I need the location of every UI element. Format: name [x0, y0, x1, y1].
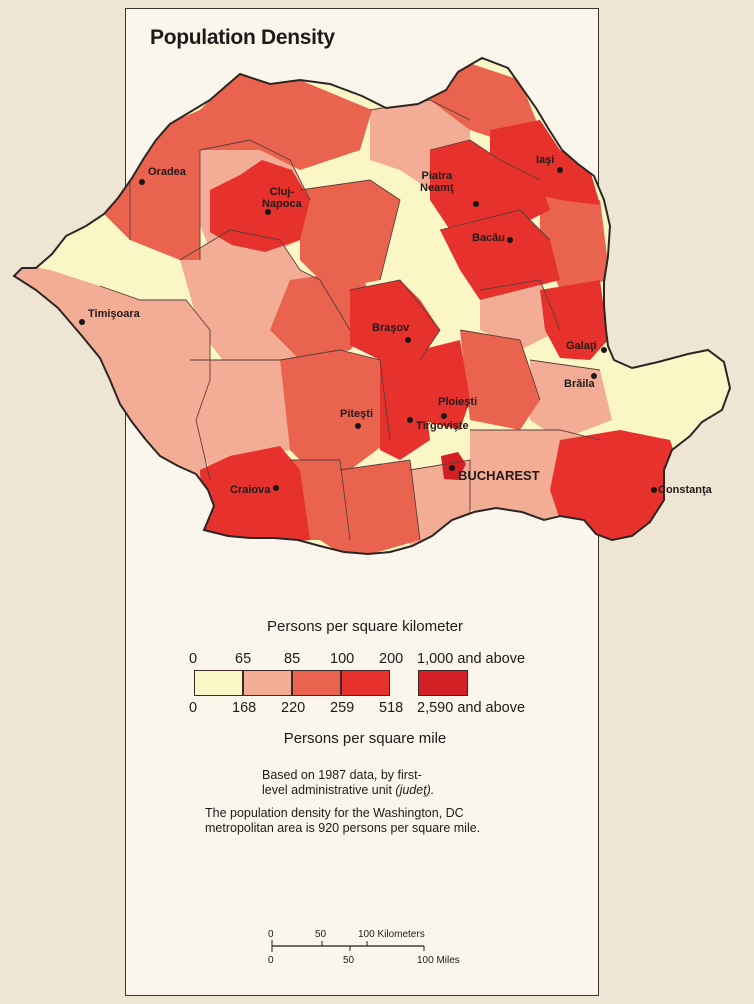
legend-swatch-1	[194, 670, 243, 696]
legend-heading-km: Persons per square kilometer	[267, 618, 463, 635]
county-class-3	[430, 60, 540, 140]
city-label-bucharest: BUCHAREST	[458, 468, 540, 483]
km-tick-0: 0	[189, 651, 198, 667]
city-label-craiova: Craiova	[230, 484, 271, 496]
note-basis-text: level administrative unit	[262, 783, 396, 797]
county-class-4	[440, 210, 560, 300]
city-label-pitesti: Piteşti	[340, 408, 374, 420]
city-dot-targoviste	[407, 417, 413, 423]
county-class-2	[480, 280, 560, 350]
county-class-4	[200, 446, 310, 545]
note-compare: The population density for the Washingto…	[205, 806, 480, 836]
mi-tick-2: 220	[281, 700, 306, 716]
city-dot-craiova	[273, 485, 279, 491]
county-class-4	[540, 280, 608, 360]
county-class-2	[530, 360, 612, 440]
city-label-timisoara: Timişoara	[88, 308, 140, 320]
county-class-4	[420, 340, 470, 430]
city-dot-pitesti	[355, 423, 361, 429]
mi-tick-1: 168	[232, 700, 257, 716]
city-label-piatra: Piatra Neamţ	[420, 170, 454, 194]
county-class-3	[460, 330, 540, 430]
note-basis-italic: (judeţ).	[395, 783, 435, 797]
note-basis-line2: level administrative unit (judeţ).	[262, 783, 434, 798]
county-boundaries	[99, 99, 601, 541]
city-dot-timisoara	[79, 319, 85, 325]
city-label-galati: Galaţi	[566, 340, 597, 352]
legend-swatch-5	[418, 670, 468, 696]
city-dot-braila	[591, 373, 597, 379]
county-class-3	[300, 180, 400, 290]
county-class-4	[550, 430, 680, 540]
city-dot-constanta	[651, 487, 657, 493]
city-dot-galati	[601, 347, 607, 353]
city-label-cluj: Cluj- Napoca	[262, 186, 302, 210]
km-tick-3: 100	[330, 651, 355, 667]
legend-swatch-4	[341, 670, 390, 696]
km-tick-4: 200	[379, 651, 404, 667]
city-label-brasov: Braşov	[372, 322, 410, 334]
legend-heading-mi: Persons per square mile	[283, 730, 447, 747]
city-label-braila: Brăila	[564, 378, 595, 390]
city-dot-piatra	[473, 201, 479, 207]
scale-km-100: 100 Kilometers	[358, 929, 425, 940]
county-class-3	[540, 190, 610, 290]
note-basis: Based on 1987 data, by first- level admi…	[262, 768, 434, 798]
note-compare-line1: The population density for the Washingto…	[205, 806, 464, 820]
county-class-3	[100, 70, 372, 260]
county-class-4	[210, 160, 310, 252]
county-class-4	[350, 280, 440, 360]
city-label-constanta: Constanţa	[658, 484, 712, 496]
city-dot-bucharest	[449, 465, 455, 471]
city-dot-ploiesti	[441, 413, 447, 419]
map-title: Population Density	[150, 26, 335, 49]
note-basis-line1: Based on 1987 data, by first-	[262, 768, 422, 782]
county-class-3	[280, 350, 390, 470]
scale-mi-0: 0	[268, 955, 274, 966]
legend-swatch-2	[243, 670, 292, 696]
city-dot-cluj	[265, 209, 271, 215]
city-label-ploiesti: Ploieşti	[438, 396, 478, 408]
scale-mi-100: 100 Miles	[417, 955, 460, 966]
scale-km-50: 50	[315, 929, 327, 940]
county-class-4	[380, 360, 430, 460]
county-class-4	[430, 140, 550, 230]
city-dot-brasov	[405, 337, 411, 343]
mi-tick-0: 0	[189, 700, 198, 716]
city-label-targoviste: Tîrgovişte	[416, 420, 469, 432]
scale-mi-50: 50	[343, 955, 355, 966]
city-label-bacau: Bacău	[472, 232, 506, 244]
km-tick-2: 85	[284, 651, 301, 667]
city-dot-iasi	[557, 167, 563, 173]
km-tick-1: 65	[235, 651, 252, 667]
note-compare-line2: metropolitan area is 920 persons per squ…	[205, 821, 481, 835]
city-label-oradea: Oradea	[148, 166, 186, 178]
city-dot-bacau	[507, 237, 513, 243]
mi-tick-4: 518	[379, 700, 404, 716]
mi-tick-top: 2,590 and above	[417, 700, 526, 716]
km-tick-top: 1,000 and above	[417, 651, 526, 667]
scale-km-0: 0	[268, 929, 274, 940]
county-class-4	[490, 120, 600, 205]
city-label-iasi: Iaşi	[536, 154, 555, 166]
legend-swatch-3	[292, 670, 341, 696]
city-dot-oradea	[139, 179, 145, 185]
mi-tick-3: 259	[330, 700, 355, 716]
county-class-2	[14, 260, 214, 540]
county-class-2	[190, 360, 290, 470]
